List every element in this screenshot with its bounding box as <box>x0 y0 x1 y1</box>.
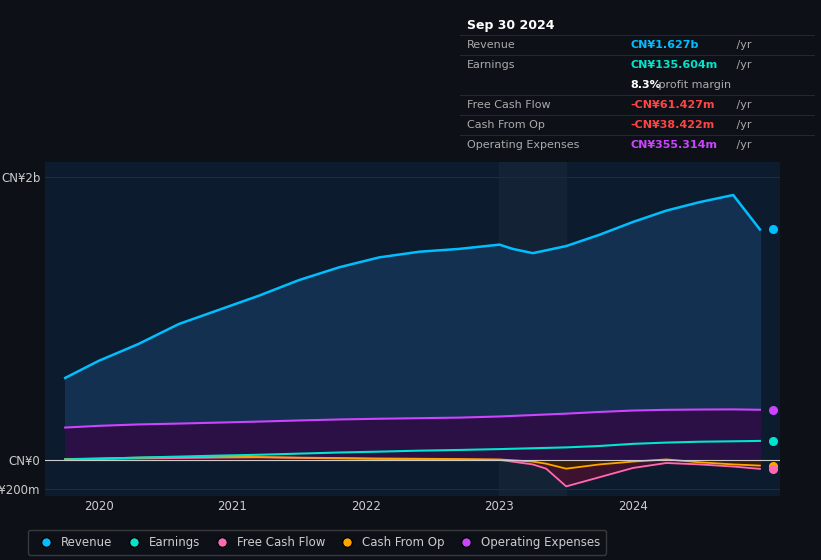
Bar <box>499 162 566 496</box>
Text: /yr: /yr <box>733 100 752 110</box>
Text: Cash From Op: Cash From Op <box>467 120 545 130</box>
Text: -CN¥38.422m: -CN¥38.422m <box>631 120 714 130</box>
Text: Sep 30 2024: Sep 30 2024 <box>467 18 555 31</box>
Text: profit margin: profit margin <box>655 80 732 90</box>
Text: /yr: /yr <box>733 120 752 130</box>
Text: CN¥135.604m: CN¥135.604m <box>631 60 718 70</box>
Text: /yr: /yr <box>733 60 752 70</box>
Text: /yr: /yr <box>733 140 752 150</box>
Text: Free Cash Flow: Free Cash Flow <box>467 100 551 110</box>
Text: Revenue: Revenue <box>467 40 516 50</box>
Text: 8.3%: 8.3% <box>631 80 661 90</box>
Text: /yr: /yr <box>733 40 752 50</box>
Text: -CN¥61.427m: -CN¥61.427m <box>631 100 715 110</box>
Text: CN¥1.627b: CN¥1.627b <box>631 40 699 50</box>
Text: CN¥355.314m: CN¥355.314m <box>631 140 718 150</box>
Legend: Revenue, Earnings, Free Cash Flow, Cash From Op, Operating Expenses: Revenue, Earnings, Free Cash Flow, Cash … <box>28 530 606 554</box>
Text: Earnings: Earnings <box>467 60 516 70</box>
Text: Operating Expenses: Operating Expenses <box>467 140 580 150</box>
